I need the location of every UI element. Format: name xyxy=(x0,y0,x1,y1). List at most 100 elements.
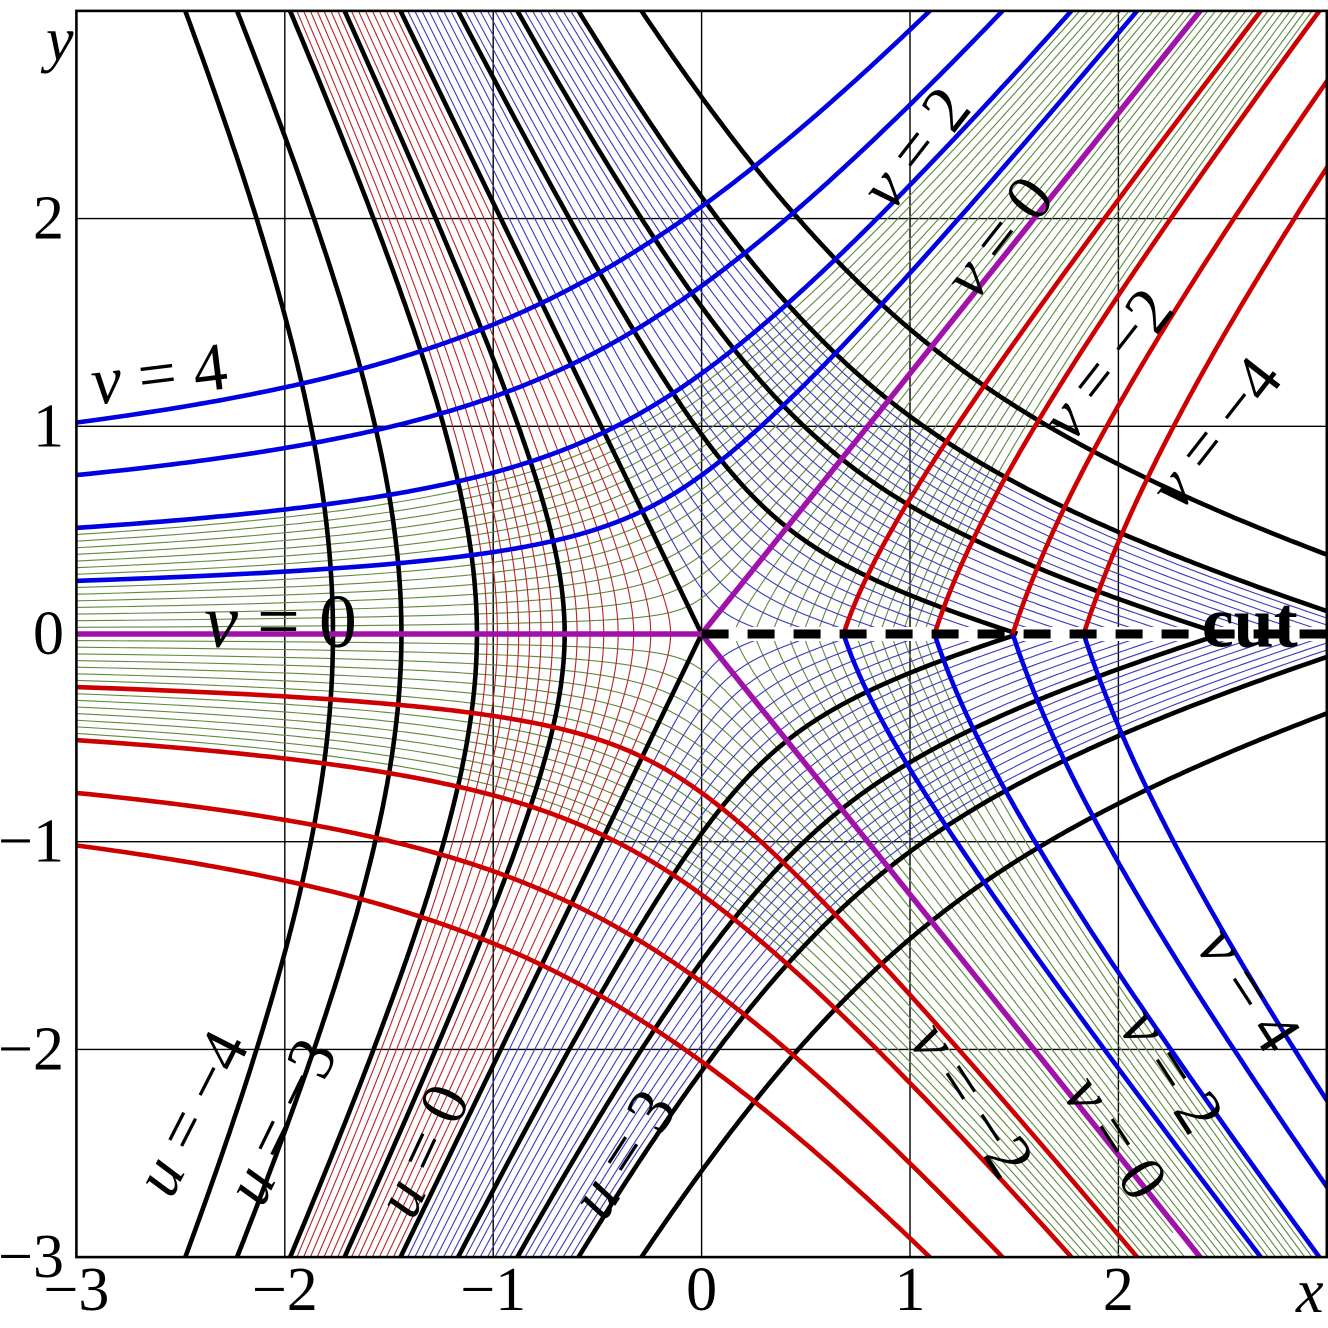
u-level-curve xyxy=(554,10,1327,633)
u-level-curve xyxy=(450,634,987,1258)
v-level-curve xyxy=(841,633,1264,1258)
v-level-curve xyxy=(932,10,1323,635)
u-zero-ray xyxy=(397,10,704,636)
u-level-curve xyxy=(421,633,858,1258)
v-level-curve xyxy=(890,10,1292,634)
u-level-curve xyxy=(575,654,1327,1258)
v-level-curve xyxy=(923,10,1313,634)
u-level-curve xyxy=(514,10,1221,636)
u-level-curve xyxy=(442,10,959,635)
v-level-curve xyxy=(753,633,1217,1258)
x-tick-label: 1 xyxy=(895,1256,926,1324)
x-tick-label: 2 xyxy=(1103,1256,1134,1324)
u-level-curve xyxy=(539,10,1288,634)
u-level-curve xyxy=(486,10,1124,635)
u-level-curve xyxy=(531,10,1266,634)
v-level-curve xyxy=(76,693,1130,1258)
v-level-curve xyxy=(932,633,1323,1258)
v-level-curve xyxy=(76,737,1075,1258)
u-level-curve xyxy=(486,634,1121,1258)
u-level-curve xyxy=(638,710,1327,1258)
v-level-curve xyxy=(901,634,1299,1258)
x-tick-label: 0 xyxy=(686,1256,717,1324)
v-level-curve xyxy=(787,10,1232,635)
u-level-curve xyxy=(407,10,774,635)
y-tick-label: 0 xyxy=(33,600,64,668)
curve-label: v = 4 xyxy=(87,327,232,419)
u-level-curve xyxy=(501,635,1170,1258)
u-level-curve xyxy=(414,633,819,1258)
axes-box xyxy=(75,9,1328,1259)
v-level-curve xyxy=(753,10,1217,634)
curve-label: v = −4 xyxy=(1134,343,1296,522)
u-level-curve xyxy=(547,635,1305,1258)
v-level-curve xyxy=(890,634,1292,1258)
v-level-curve xyxy=(787,634,1232,1258)
u-level-curve xyxy=(575,10,1327,614)
x-tick-label: −2 xyxy=(252,1256,318,1324)
u-level-curve xyxy=(435,634,926,1258)
u-level-curve xyxy=(554,635,1327,1258)
y-axis-title: y xyxy=(40,6,74,74)
v-zero-ray xyxy=(699,10,1204,636)
x-axis-title: x xyxy=(1295,1258,1324,1326)
u-level-curve xyxy=(428,10,895,635)
v-level-curve xyxy=(802,10,1240,635)
v-level-curve xyxy=(76,684,1141,1258)
v-level-curve xyxy=(76,10,1081,536)
v-zero-ray xyxy=(699,632,1204,1258)
curve-label: u = 0 xyxy=(361,1073,485,1227)
v-level-curve xyxy=(901,10,1299,634)
v-level-curve xyxy=(830,10,1255,635)
u-level-curve xyxy=(435,10,928,635)
v-level-curve xyxy=(76,790,1006,1258)
plot-border xyxy=(75,9,1328,1259)
u-level-curve xyxy=(531,635,1262,1258)
v-level-curve xyxy=(867,634,1277,1258)
u-level-curve xyxy=(494,634,1146,1258)
x-tick-label: −1 xyxy=(460,1256,526,1324)
x-tick-label: −3 xyxy=(43,1256,109,1324)
v-level-curve xyxy=(733,10,1209,635)
u-level-curve xyxy=(638,10,1327,558)
u-level-curve xyxy=(562,10,1327,626)
u-level-curve xyxy=(414,10,820,635)
u-level-curve xyxy=(442,634,958,1258)
u-level-curve xyxy=(472,634,1070,1258)
u-level-curve xyxy=(562,642,1327,1258)
v-level-curve xyxy=(879,634,1284,1258)
u-level-curve xyxy=(494,10,1149,635)
u-level-curve xyxy=(464,634,1043,1258)
v-level-curve xyxy=(76,10,1075,531)
u-level-curve xyxy=(501,10,1173,635)
u-level-curve xyxy=(479,634,1096,1258)
v-level-curve xyxy=(855,10,1269,634)
v-level-curve xyxy=(855,634,1269,1258)
v-level-curve xyxy=(802,633,1240,1258)
v-level-curve xyxy=(867,10,1277,634)
v-level-curve xyxy=(76,699,1122,1258)
u-level-curve xyxy=(450,10,989,635)
curve-label: v = 0 xyxy=(204,580,357,664)
y-tick-label: 1 xyxy=(33,392,64,460)
y-tick-label: −1 xyxy=(0,808,64,876)
u-level-curve xyxy=(547,10,1310,634)
axis-titles: yx xyxy=(40,6,1324,1326)
curve-label: v = 4 xyxy=(1182,914,1315,1065)
u-level-curve xyxy=(464,10,1046,635)
cut-label: cut xyxy=(1202,582,1298,662)
v-level-curve xyxy=(1081,163,1327,635)
u-level-curve xyxy=(472,10,1073,635)
v-level-curve xyxy=(1010,633,1327,1191)
v-level-curve xyxy=(841,10,1264,635)
u-level-curve xyxy=(524,635,1239,1258)
v-level-curve xyxy=(923,634,1313,1258)
u-level-curve xyxy=(539,635,1284,1258)
v-level-curve xyxy=(1081,634,1327,1105)
u-level-curve xyxy=(514,633,1217,1258)
u-level-curve xyxy=(407,633,773,1258)
y-tick-label: −2 xyxy=(0,1015,64,1083)
